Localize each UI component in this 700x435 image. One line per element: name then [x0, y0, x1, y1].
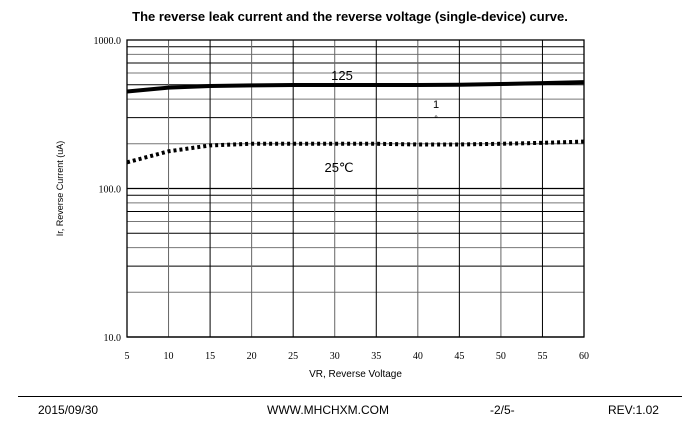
footer-page: -2/5-	[490, 403, 515, 417]
chart: 5 10 15 20 25 30 35 40 45 50 55 60 10.0 100.0 1000.0 VR…	[55, 36, 589, 380]
series-line-0	[126, 80, 585, 94]
x-tick-label: 30	[330, 351, 340, 362]
footer-revision: REV:1.02	[608, 403, 659, 417]
x-tick-label: 25	[288, 351, 298, 362]
x-tick-label: 15	[205, 351, 215, 362]
annotation-text: °	[434, 114, 438, 124]
x-tick-label: 10	[164, 351, 174, 362]
x-tick-label: 50	[496, 351, 506, 362]
footer-divider	[18, 396, 682, 397]
series-line-1	[126, 139, 585, 165]
x-tick-label: 35	[371, 351, 381, 362]
plot-frame	[126, 39, 585, 338]
footer-website: WWW.MHCHXM.COM	[267, 403, 389, 417]
chart-title: The reverse leak current and the reverse…	[132, 9, 568, 24]
series-label-25c: 25℃	[324, 160, 353, 175]
annotation-text: 1	[433, 99, 439, 111]
x-tick-label: 60	[579, 351, 589, 362]
x-axis-label: VR, Reverse Voltage	[309, 369, 402, 380]
y-tick-label: 1000.0	[94, 36, 122, 47]
y-tick-label: 10.0	[104, 333, 122, 344]
series-label-125: 125	[331, 68, 353, 83]
y-axis-label: Ir, Reverse Current (uA)	[55, 141, 65, 237]
y-tick-label: 100.0	[99, 185, 122, 196]
x-tick-label: 45	[454, 351, 464, 362]
x-tick-label: 55	[537, 351, 547, 362]
x-tick-label: 5	[125, 351, 130, 362]
x-tick-label: 40	[413, 351, 423, 362]
x-tick-label: 20	[247, 351, 257, 362]
footer-date: 2015/09/30	[38, 403, 99, 417]
